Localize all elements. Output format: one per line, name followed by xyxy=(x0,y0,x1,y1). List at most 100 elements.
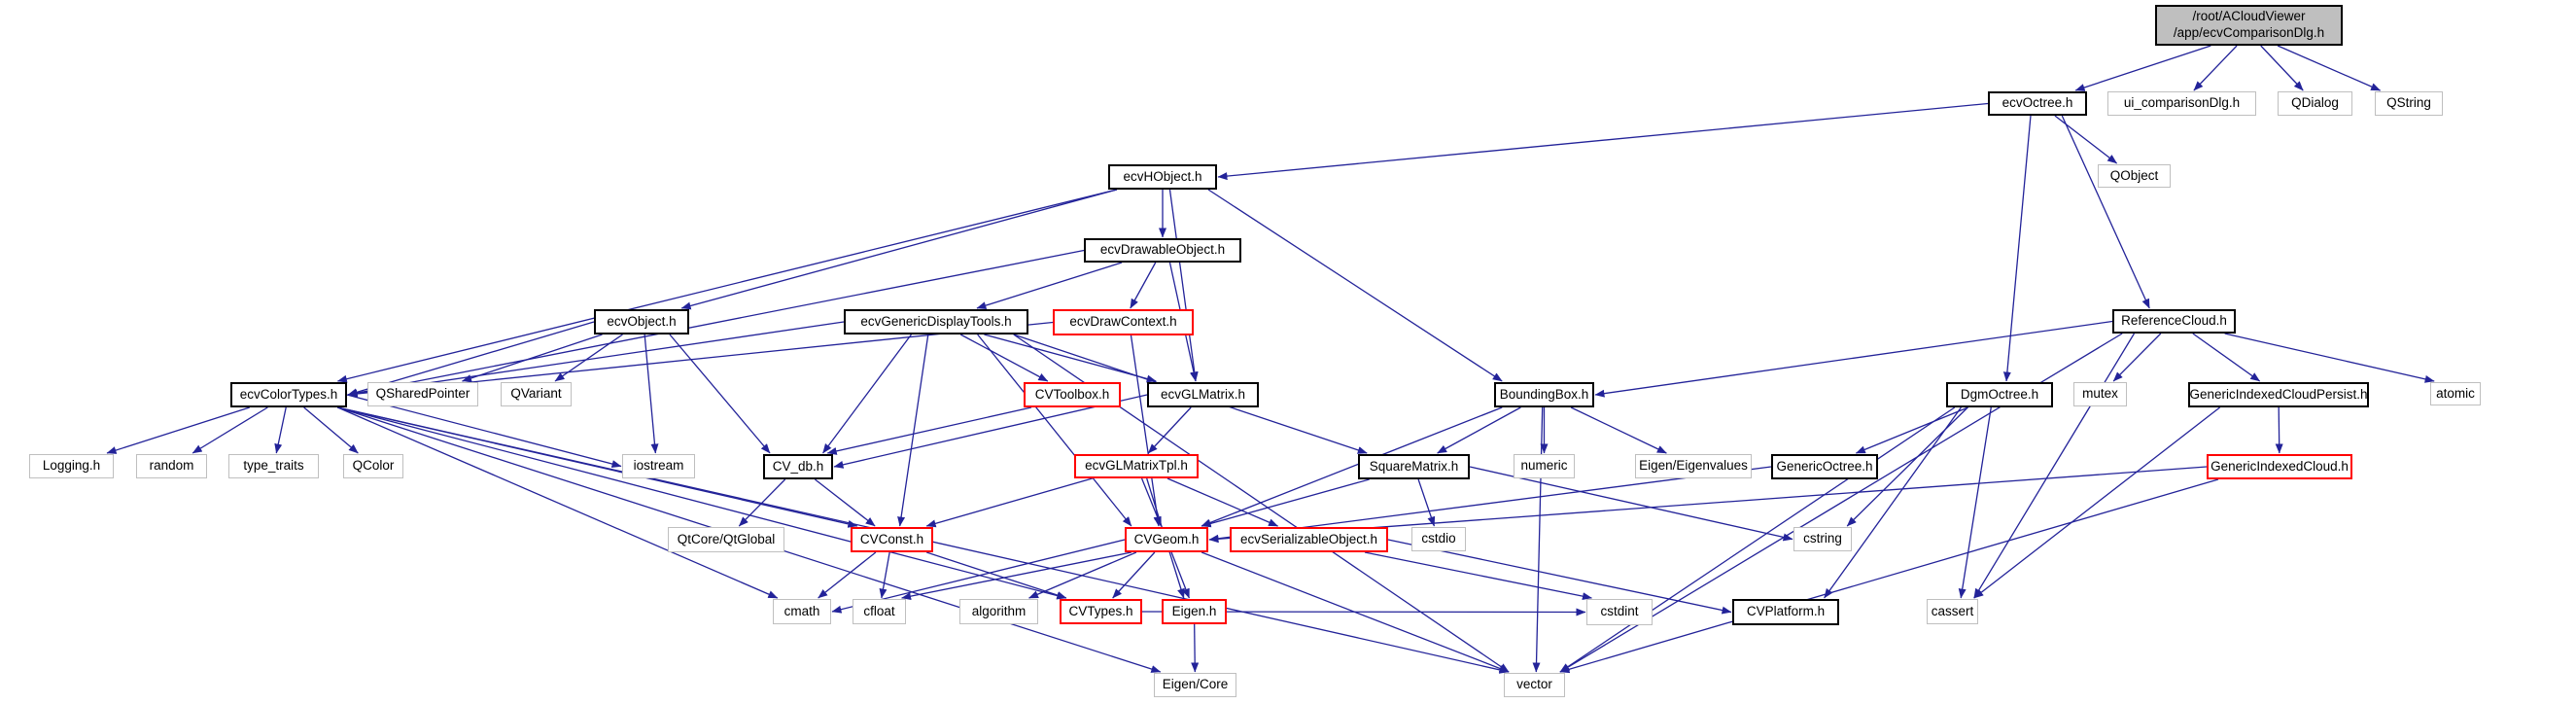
graph-edge-referencecloud-h--mutex xyxy=(2112,333,2162,382)
graph-node-label: atomic xyxy=(2436,385,2475,401)
graph-edge-ecvoctree-h--ecvhobject-h xyxy=(1217,102,1989,181)
graph-edge-ecvcolortypes-h--cmath xyxy=(337,406,779,599)
graph-edge-boundingbox-h--eigen-eigenvalues xyxy=(1570,406,1667,454)
graph-node-label: GenericIndexedCloud.h xyxy=(2210,458,2349,474)
graph-node-boundingbox-h[interactable]: BoundingBox.h xyxy=(1494,382,1594,407)
graph-node-ecvgenericdisplaytools-h[interactable]: ecvGenericDisplayTools.h xyxy=(844,309,1028,334)
graph-edge-referencecloud-h--boundingbox-h xyxy=(1594,320,2113,398)
graph-node-qcolor: QColor xyxy=(343,454,403,478)
graph-node-label: Logging.h xyxy=(42,458,101,474)
graph-edge-ecvglmatrixtpl-h--cvgeom-h xyxy=(1140,477,1163,527)
graph-edge-genericindexedcloudpersist-h--cassert xyxy=(1973,406,2221,599)
graph-edge-ecvobject-h--cv-db-h xyxy=(669,334,771,454)
graph-edge-ecvhobject-h--ecvglmatrix-h xyxy=(1168,189,1199,382)
graph-edge-ecvoctree-h--dgmoctree-h xyxy=(2002,115,2032,382)
graph-node-label: QtCore/QtGlobal xyxy=(677,531,776,546)
graph-edge-dgmoctree-h--genericoctree-h xyxy=(1855,406,1968,454)
graph-node-random: random xyxy=(136,454,207,478)
graph-node-dgmoctree-h[interactable]: DgmOctree.h xyxy=(1946,382,2053,407)
graph-node-type-traits: type_traits xyxy=(228,454,319,478)
graph-edge-root--ui-comparisondlg-h xyxy=(2193,45,2238,91)
graph-node-ecvhobject-h[interactable]: ecvHObject.h xyxy=(1108,164,1217,190)
graph-node-label: SquareMatrix.h xyxy=(1369,458,1459,474)
graph-edge-ecvdrawableobject-h--ecvcolortypes-h xyxy=(347,249,1085,398)
graph-node-label: ecvGenericDisplayTools.h xyxy=(860,313,1012,329)
graph-node-label: GenericOctree.h xyxy=(1776,458,1873,474)
graph-node-label: algorithm xyxy=(971,603,1027,618)
graph-node-cvconst-h[interactable]: CVConst.h xyxy=(851,527,933,552)
graph-edge-ecvdrawcontext-h--cvgeom-h xyxy=(1130,334,1162,527)
graph-node-label: type_traits xyxy=(243,458,304,474)
graph-node-ecvobject-h[interactable]: ecvObject.h xyxy=(594,309,689,334)
graph-node-cvtypes-h[interactable]: CVTypes.h xyxy=(1060,599,1142,624)
graph-node-ecvcolortypes-h[interactable]: ecvColorTypes.h xyxy=(230,382,347,407)
graph-node-cstdint: cstdint xyxy=(1586,599,1653,625)
graph-node-cstring: cstring xyxy=(1793,527,1852,551)
graph-node-ecvdrawcontext-h[interactable]: ecvDrawContext.h xyxy=(1053,309,1194,335)
graph-node-label: cstring xyxy=(1803,531,1842,546)
graph-edge-squarematrix-h--cvgeom-h xyxy=(1201,478,1370,528)
graph-node-genericindexedcloud-h[interactable]: GenericIndexedCloud.h xyxy=(2207,454,2352,479)
graph-node-label: CV_db.h xyxy=(772,458,824,474)
graph-node-numeric: numeric xyxy=(1514,454,1575,478)
graph-node-qdialog: QDialog xyxy=(2278,91,2352,116)
graph-node-ecvglmatrixtpl-h[interactable]: ecvGLMatrixTpl.h xyxy=(1074,454,1199,478)
graph-node-label: QSharedPointer xyxy=(375,386,470,402)
graph-node-genericindexedcloudpersist-h[interactable]: GenericIndexedCloudPersist.h xyxy=(2188,382,2369,407)
graph-edge-ecvoctree-h--referencecloud-h xyxy=(2061,115,2150,309)
graph-node-ui-comparisondlg-h: ui_comparisonDlg.h xyxy=(2107,91,2256,116)
graph-edge-ecvhobject-h--boundingbox-h xyxy=(1207,189,1503,382)
graph-edge-boundingbox-h--squarematrix-h xyxy=(1437,406,1521,454)
graph-node-iostream: iostream xyxy=(622,454,695,478)
graph-edge-cvtoolbox-h--cv-db-h xyxy=(826,406,1032,455)
graph-edge-cvgeom-h--eigen-h xyxy=(1170,551,1190,599)
graph-node-label: /app/ecvComparisonDlg.h xyxy=(2173,25,2325,40)
graph-edge-ecvobject-h--qvariant xyxy=(554,334,623,382)
graph-node-ecvoctree-h[interactable]: ecvOctree.h xyxy=(1988,91,2087,116)
graph-node-label: cfloat xyxy=(863,603,895,618)
graph-node-squarematrix-h[interactable]: SquareMatrix.h xyxy=(1358,454,1470,479)
graph-node-label: numeric xyxy=(1520,458,1568,474)
graph-node-label: ecvColorTypes.h xyxy=(239,386,338,402)
graph-edge-ecvdrawableobject-h--ecvgenericdisplaytools-h xyxy=(976,262,1123,309)
graph-node-ecvdrawableobject-h[interactable]: ecvDrawableObject.h xyxy=(1084,238,1241,263)
graph-edge-dgmoctree-h--cassert xyxy=(1958,406,1992,599)
graph-edge-ecvglmatrix-h--ecvglmatrixtpl-h xyxy=(1147,406,1192,454)
graph-node-label: GenericIndexedCloudPersist.h xyxy=(2189,386,2368,402)
graph-node-label: ReferenceCloud.h xyxy=(2121,313,2227,329)
graph-node-qobject: QObject xyxy=(2098,164,2171,188)
graph-node-cvtoolbox-h[interactable]: CVToolbox.h xyxy=(1024,382,1121,407)
graph-node-qvariant: QVariant xyxy=(501,382,572,406)
graph-node-referencecloud-h[interactable]: ReferenceCloud.h xyxy=(2112,309,2236,334)
graph-node-label: QColor xyxy=(352,458,395,474)
graph-edge-ecvhobject-h--ecvobject-h xyxy=(680,189,1118,310)
graph-node-label: ecvDrawContext.h xyxy=(1069,314,1177,330)
graph-node-cvplatform-h[interactable]: CVPlatform.h xyxy=(1732,599,1839,625)
graph-node-genericoctree-h[interactable]: GenericOctree.h xyxy=(1771,454,1878,479)
graph-edge-ecvcolortypes-h--logging-h xyxy=(106,406,250,454)
graph-node-ecvserializableobject-h[interactable]: ecvSerializableObject.h xyxy=(1230,527,1388,552)
graph-node-vector: vector xyxy=(1504,673,1565,697)
graph-edge-cvgeom-h--cvtypes-h xyxy=(1112,551,1156,599)
graph-node-label: ecvHObject.h xyxy=(1123,168,1202,184)
graph-edge-referencecloud-h--genericindexedcloudpersist-h xyxy=(2192,333,2261,382)
graph-node-qstring: QString xyxy=(2375,91,2443,116)
graph-node-label: CVGeom.h xyxy=(1133,531,1200,546)
graph-edge-dgmoctree-h--vector xyxy=(1559,406,1956,673)
graph-edge-ecvserializableobject-h--cvplatform-h xyxy=(1387,539,1732,615)
graph-node-eigen-h[interactable]: Eigen.h xyxy=(1162,599,1227,624)
graph-node-cmath: cmath xyxy=(773,599,831,624)
graph-edge-cvgeom-h--algorithm xyxy=(1028,551,1137,599)
graph-edge-boundingbox-h--vector xyxy=(1532,406,1544,673)
graph-node-cv-db-h[interactable]: CV_db.h xyxy=(763,454,833,479)
graph-node-label: QObject xyxy=(2109,167,2159,183)
graph-edge-cv-db-h--cvconst-h xyxy=(814,478,876,527)
graph-node-cstdio: cstdio xyxy=(1411,527,1466,551)
graph-node-label: CVTypes.h xyxy=(1068,603,1133,618)
graph-node-cfloat: cfloat xyxy=(853,599,906,624)
graph-edge-ecvhobject-h--ecvcolortypes-h xyxy=(336,189,1118,383)
graph-node-ecvglmatrix-h[interactable]: ecvGLMatrix.h xyxy=(1147,382,1259,407)
graph-node-cvgeom-h[interactable]: CVGeom.h xyxy=(1125,527,1208,552)
graph-edge-ecvgenericdisplaytools-h--cvgeom-h xyxy=(977,334,1132,527)
